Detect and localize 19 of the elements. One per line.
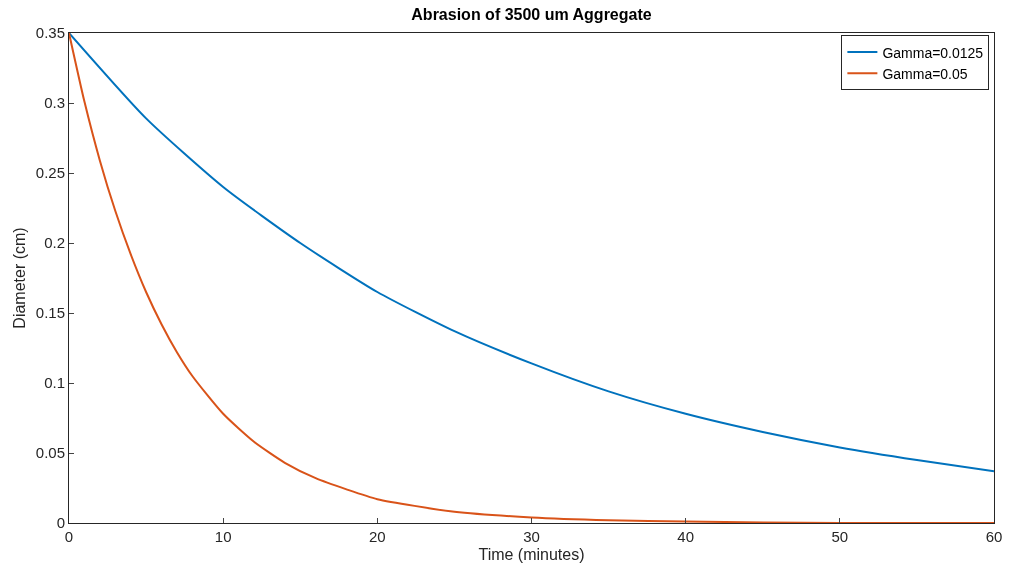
x-tick-label: 10 xyxy=(214,528,232,545)
x-tick-label: 20 xyxy=(368,528,386,545)
y-tick-label: 0.05 xyxy=(35,444,65,462)
x-tick-label: 40 xyxy=(677,528,695,545)
y-tick-label: 0.25 xyxy=(35,164,65,182)
y-tick-label: 0.3 xyxy=(44,94,65,112)
y-axis-title: Diameter (cm) xyxy=(10,227,28,329)
legend-label: Gamma=0.0125 xyxy=(882,44,984,61)
x-tick-label: 60 xyxy=(985,528,1003,545)
x-tick-label: 30 xyxy=(523,528,540,545)
y-tick-label: 0.35 xyxy=(35,24,65,42)
chart-title: Abrasion of 3500 um Aggregate xyxy=(411,5,652,23)
y-tick-label: 0.2 xyxy=(44,234,65,252)
y-tick-label: 0.1 xyxy=(44,374,65,392)
y-tick-label: 0 xyxy=(56,514,65,532)
legend-label: Gamma=0.05 xyxy=(882,65,968,82)
x-axis-title: Time (minutes) xyxy=(478,545,585,563)
y-tick-label: 0.15 xyxy=(35,304,65,322)
x-tick-label: 50 xyxy=(831,528,849,545)
